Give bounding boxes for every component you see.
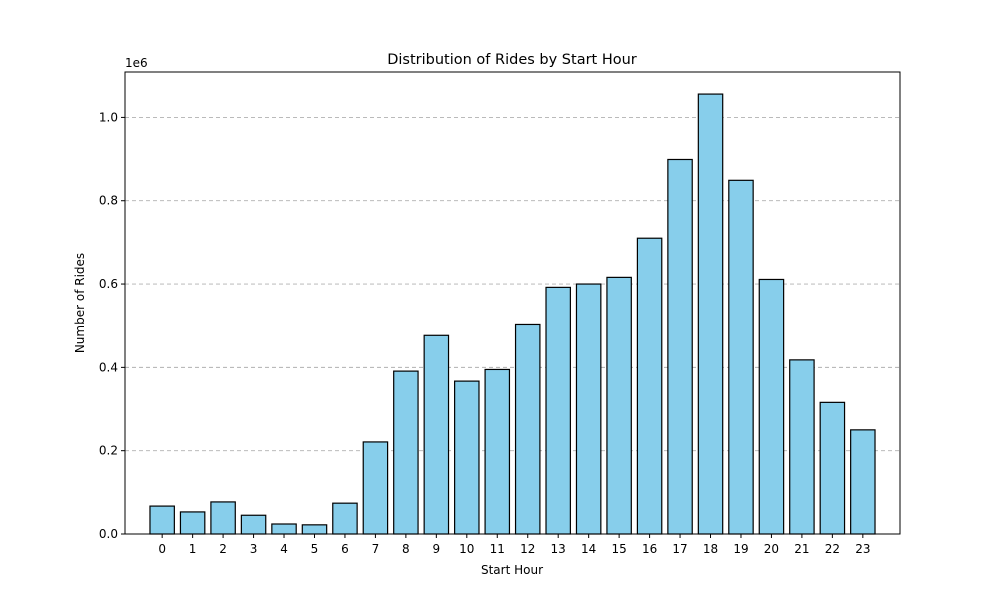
bar-hour-3 [240,514,267,535]
y-tick-label: 0.2 [99,444,118,458]
x-tick-label: 10 [459,542,474,556]
plot-frame [124,71,901,535]
bar-hour-20 [758,278,785,535]
bar-hour-15 [606,276,632,535]
y-tick-label: 0.0 [99,527,118,541]
bar-hour-7 [362,441,389,535]
bar-hour-12 [514,323,541,535]
bar-hour-4 [271,523,297,535]
y-offset-label: 1e6 [125,56,148,70]
x-tick-label: 13 [551,542,566,556]
x-tick-label: 19 [733,542,748,556]
x-axis-ticks: 0 1 2 3 4 5 6 7 8 9 10 11 12 13 14 15 16 17 18 19 20 21 22 23 [158,534,870,556]
x-tick-label: 16 [642,542,657,556]
bars [149,93,876,535]
bar-hour-11 [484,368,511,535]
x-axis-label: Start Hour [481,563,543,577]
bar-hour-17 [667,158,693,535]
bar-hour-8 [393,370,419,535]
x-tick-label: 23 [855,542,870,556]
x-tick-label: 21 [794,542,809,556]
chart-title: Distribution of Rides by Start Hour [387,52,637,68]
y-axis-label: Number of Rides [73,253,87,353]
y-tick-label: 0.6 [99,277,118,291]
x-tick-label: 22 [825,542,840,556]
bar-hour-9 [423,334,450,535]
x-tick-label: 3 [250,542,258,556]
bar-hour-23 [850,429,876,535]
x-tick-label: 2 [219,542,227,556]
x-tick-label: 17 [672,542,687,556]
y-tick-label: 0.8 [99,194,118,208]
bar-hour-5 [301,524,328,535]
bar-hour-14 [575,283,602,535]
bar-hour-2 [210,501,236,535]
y-tick-label: 1.0 [99,110,118,124]
x-tick-label: 6 [341,542,349,556]
x-tick-label: 8 [402,542,410,556]
x-tick-label: 4 [280,542,288,556]
x-tick-label: 9 [433,542,441,556]
bar-hour-22 [819,401,846,535]
x-tick-label: 0 [158,542,166,556]
bar-hour-21 [789,359,815,535]
x-tick-label: 1 [189,542,197,556]
bar-hour-1 [179,511,206,535]
y-axis-ticks: 0.0 0.2 0.4 0.6 0.8 1.0 [99,110,125,541]
x-tick-label: 7 [372,542,380,556]
bar-hour-0 [149,505,175,535]
bar-hour-18 [697,93,724,535]
bar-hour-19 [728,179,754,535]
y-tick-label: 0.4 [99,360,118,374]
x-tick-label: 14 [581,542,596,556]
bar-hour-10 [454,380,480,535]
x-tick-label: 18 [703,542,718,556]
bar-hour-13 [545,286,571,535]
x-tick-label: 5 [311,542,319,556]
bar-hour-16 [636,237,663,535]
x-tick-label: 11 [490,542,505,556]
bar-hour-6 [332,502,358,535]
x-tick-label: 15 [611,542,626,556]
x-tick-label: 20 [764,542,779,556]
x-tick-label: 12 [520,542,535,556]
